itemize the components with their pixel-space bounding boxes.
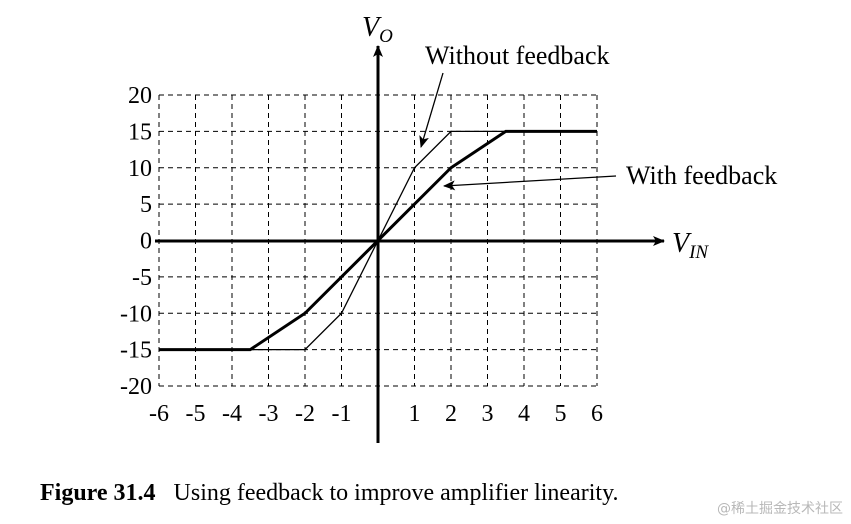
x-tick-label: -6: [149, 401, 169, 427]
y-tick-label: -15: [120, 338, 152, 364]
annotation-without-feedback: Without feedback: [425, 41, 610, 70]
figure-caption: Figure 31.4 Using feedback to improve amp…: [40, 480, 619, 507]
y-tick-labels: 20 15 10 5 0 -5 -10 -15 -20: [120, 83, 152, 400]
caption-text: Using feedback to improve amplifier line…: [173, 480, 619, 506]
y-tick-label: 10: [128, 156, 152, 182]
annotation-arrow-without-feedback: [419, 72, 444, 148]
x-tick-label: 3: [482, 401, 494, 427]
annotation-arrow-with-feedback: [443, 175, 617, 191]
x-tick-label: -2: [295, 401, 315, 427]
x-tick-label: -1: [332, 401, 352, 427]
x-tick-labels: -6 -5 -4 -3 -2 -1 1 2 3 4 5 6: [149, 401, 603, 427]
y-tick-label: 20: [128, 83, 152, 109]
y-tick-label: -20: [120, 374, 152, 400]
y-tick-label: 15: [128, 119, 152, 145]
x-tick-label: -4: [222, 401, 242, 427]
x-tick-label: 2: [445, 401, 457, 427]
watermark: @稀土掘金技术社区: [717, 501, 843, 517]
x-tick-label: 6: [591, 401, 603, 427]
series-line-with-feedback: [159, 129, 597, 352]
y-tick-label: 0: [140, 229, 152, 255]
y-tick-label: 5: [140, 192, 152, 218]
y-axis-label: VO: [362, 12, 393, 47]
annotation-with-feedback: With feedback: [626, 161, 777, 190]
x-tick-label: -3: [259, 401, 279, 427]
y-tick-label: -10: [120, 301, 152, 327]
x-tick-label: 5: [555, 401, 567, 427]
x-tick-label: 4: [518, 401, 530, 427]
y-tick-label: -5: [132, 265, 152, 291]
x-axis-label: VIN: [672, 228, 709, 263]
x-tick-label: 1: [409, 401, 421, 427]
x-tick-label: -5: [186, 401, 206, 427]
figure-number: Figure 31.4: [40, 480, 156, 506]
